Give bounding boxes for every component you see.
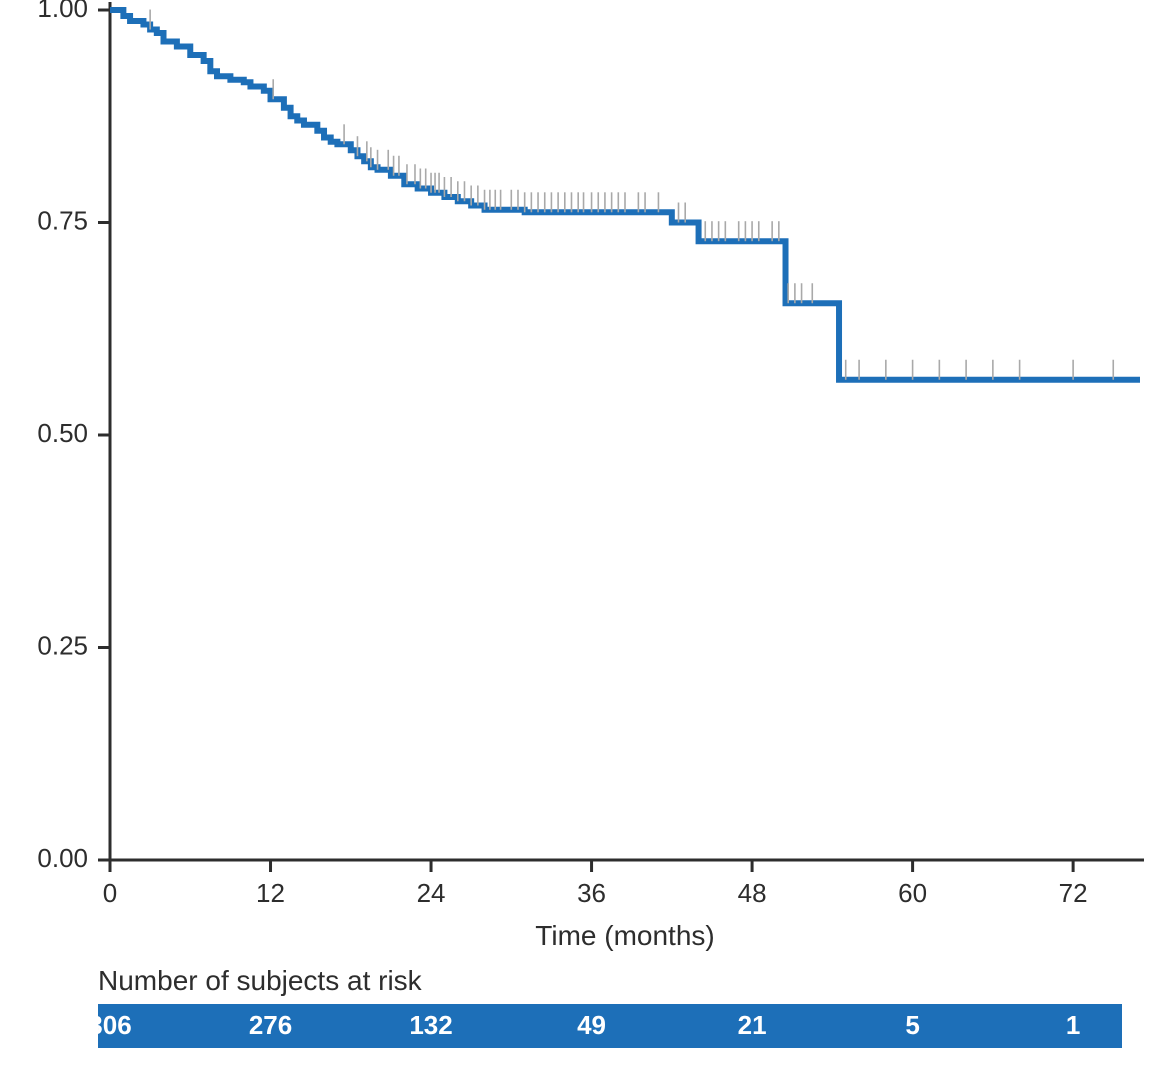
x-tick-label: 72 [1059, 878, 1088, 908]
x-axis-label: Time (months) [535, 920, 714, 951]
risk-table-cell: 1 [1066, 1010, 1080, 1040]
x-tick-label: 0 [103, 878, 117, 908]
survival-chart-svg: 0.00 0.25 0.50 0.75 1.00 0 12 24 36 48 60 72 Time (m… [0, 0, 1168, 1072]
risk-table-cell: 21 [738, 1010, 767, 1040]
risk-table-cell: 306 [88, 1010, 131, 1040]
x-tick-label: 36 [577, 878, 606, 908]
y-tick-label: 0.50 [37, 418, 88, 448]
y-tick-label: 0.75 [37, 205, 88, 235]
risk-table-cell: 5 [905, 1010, 919, 1040]
risk-table-cell: 276 [249, 1010, 292, 1040]
y-tick-label: 1.00 [37, 0, 88, 23]
x-tick-label: 48 [738, 878, 767, 908]
x-tick-label: 60 [898, 878, 927, 908]
y-tick-label: 0.00 [37, 843, 88, 873]
risk-table-cell: 49 [577, 1010, 606, 1040]
x-tick-label: 24 [417, 878, 446, 908]
survival-chart-container: 0.00 0.25 0.50 0.75 1.00 0 12 24 36 48 60 72 Time (m… [0, 0, 1168, 1072]
risk-table-cell: 132 [409, 1010, 452, 1040]
y-tick-label: 0.25 [37, 630, 88, 660]
risk-table-title: Number of subjects at risk [98, 965, 423, 996]
x-tick-label: 12 [256, 878, 285, 908]
